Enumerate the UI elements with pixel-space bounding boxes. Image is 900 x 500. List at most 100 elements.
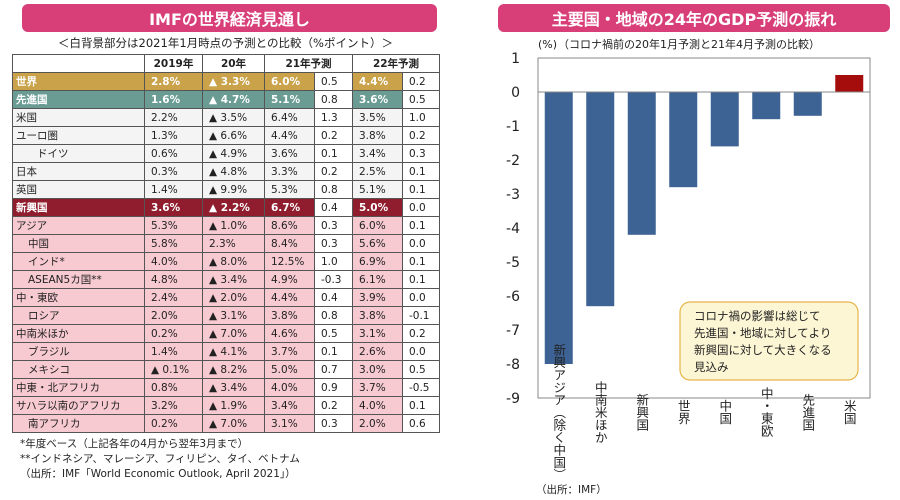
table-row: 中東・北アフリカ 0.8% ▲ 3.4% 4.0% 0.9 3.7% -0.5 bbox=[12, 378, 440, 397]
value-cell: ▲ 4.8% bbox=[202, 162, 265, 181]
value-cell: 0.1 bbox=[402, 396, 440, 415]
value-cell: 3.5% bbox=[352, 108, 403, 127]
x-category-label: 中南米ほか bbox=[593, 380, 608, 444]
region-name-cell: ブラジル bbox=[12, 342, 145, 361]
value-cell: ▲ 8.2% bbox=[202, 360, 265, 379]
table-header-row: 2019年 20年 21年予測 22年予測 bbox=[12, 54, 440, 73]
value-cell: ▲ 3.4% bbox=[202, 378, 265, 397]
value-cell: 1.4% bbox=[144, 342, 203, 361]
annotation-box bbox=[679, 301, 859, 381]
value-cell: 3.8% bbox=[352, 306, 403, 325]
value-cell: 4.9% bbox=[264, 270, 315, 289]
region-name-cell: インド* bbox=[12, 252, 145, 271]
table-row: ブラジル 1.4% ▲ 4.1% 3.7% 0.1 2.6% 0.0 bbox=[12, 342, 440, 361]
value-cell: 3.7% bbox=[264, 342, 315, 361]
value-cell: 5.0% bbox=[264, 360, 315, 379]
value-cell: 3.6% bbox=[352, 90, 403, 109]
value-cell: ▲ 3.5% bbox=[202, 108, 265, 127]
value-cell: 6.9% bbox=[352, 252, 403, 271]
bar bbox=[752, 92, 781, 120]
table-row: メキシコ ▲ 0.1% ▲ 8.2% 5.0% 0.7 3.0% 0.5 bbox=[12, 360, 440, 379]
value-cell: 3.2% bbox=[144, 396, 203, 415]
annotation-line: 新興国に対して大きくなる bbox=[694, 343, 832, 357]
table-row: サハラ以南のアフリカ 3.2% ▲ 1.9% 3.4% 0.2 4.0% 0.1 bbox=[12, 396, 440, 415]
value-cell: 0.4 bbox=[314, 198, 353, 217]
value-cell: 0.2 bbox=[314, 162, 353, 181]
bar bbox=[835, 75, 864, 92]
unit-label: (%) bbox=[538, 38, 557, 51]
region-name-cell: ユーロ圏 bbox=[12, 126, 145, 145]
region-name-cell: 中南米ほか bbox=[12, 324, 145, 343]
value-cell: 0.0 bbox=[402, 234, 440, 253]
value-cell: ▲ 2.2% bbox=[202, 198, 265, 217]
value-cell: 0.8% bbox=[144, 378, 203, 397]
y-tick-label: -6 bbox=[506, 289, 520, 305]
value-cell: 0.1 bbox=[402, 216, 440, 235]
region-name-cell: メキシコ bbox=[12, 360, 145, 379]
table-subtitle: ＜白背景部分は2021年1月時点の予測との比較（%ポイント）＞ bbox=[58, 36, 393, 50]
value-cell: 0.8 bbox=[314, 90, 353, 109]
plot-area: 1 0 -1 -2 -3 -4 -5 -6 -7 -8 -9 新興アジア（除く中国） 中南米ほか 新興国 世… bbox=[506, 51, 871, 481]
value-cell: 0.8 bbox=[314, 306, 353, 325]
region-name-cell: 中・東欧 bbox=[12, 288, 145, 307]
value-cell: 1.0 bbox=[314, 252, 353, 271]
value-cell: 0.5 bbox=[402, 90, 440, 109]
value-cell: 0.1 bbox=[402, 252, 440, 271]
table-row: ドイツ 0.6% ▲ 4.9% 3.6% 0.1 3.4% 0.3 bbox=[12, 144, 440, 163]
value-cell: 0.4 bbox=[314, 288, 353, 307]
y-tick-label: -2 bbox=[506, 153, 520, 169]
bar bbox=[710, 92, 739, 147]
region-name-cell: 先進国 bbox=[12, 90, 145, 109]
value-cell: 5.1% bbox=[264, 90, 315, 109]
region-name-cell: 中国 bbox=[12, 234, 145, 253]
value-cell: 0.2 bbox=[402, 126, 440, 145]
region-name-cell: 世界 bbox=[12, 72, 145, 91]
note-line: **インドネシア、マレーシア、フィリピン、タイ、ベトナム bbox=[20, 453, 300, 465]
value-cell: 0.2 bbox=[314, 396, 353, 415]
value-cell: 0.5 bbox=[402, 360, 440, 379]
value-cell: -0.5 bbox=[402, 378, 440, 397]
value-cell: 0.2% bbox=[144, 414, 203, 433]
note-line: （出所：IMF「World Economic Outlook, April 20… bbox=[20, 468, 296, 480]
table-row: 英国 1.4% ▲ 9.9% 5.3% 0.8 5.1% 0.1 bbox=[12, 180, 440, 199]
annotation-line: コロナ禍の影響は総じて bbox=[694, 309, 821, 323]
table-row: 南アフリカ 0.2% ▲ 7.0% 3.1% 0.3 2.0% 0.6 bbox=[12, 414, 440, 433]
source-label: （出所：IMF） bbox=[536, 483, 607, 496]
header-cell: 20年 bbox=[202, 54, 265, 73]
note-line: *年度ベース（上記各年の4月から翌年3月まで） bbox=[20, 438, 249, 450]
table-row: 中国 5.8% 2.3% 8.4% 0.3 5.6% 0.0 bbox=[12, 234, 440, 253]
value-cell: 6.4% bbox=[264, 108, 315, 127]
value-cell: 5.6% bbox=[352, 234, 403, 253]
region-name-cell: 日本 bbox=[12, 162, 145, 181]
value-cell: ▲ 4.7% bbox=[202, 90, 265, 109]
value-cell: 0.2 bbox=[402, 324, 440, 343]
header-cell bbox=[12, 54, 145, 73]
value-cell: ▲ 1.0% bbox=[202, 216, 265, 235]
chart-title: 主要国・地域の24年のGDP予測の振れ bbox=[498, 4, 890, 32]
value-cell: 0.0 bbox=[402, 288, 440, 307]
header-cell: 2019年 bbox=[144, 54, 203, 73]
value-cell: 1.0 bbox=[402, 108, 440, 127]
y-tick-label: -3 bbox=[506, 187, 520, 203]
table-row: インド* 4.0% ▲ 8.0% 12.5% 1.0 6.9% 0.1 bbox=[12, 252, 440, 271]
table-row: ユーロ圏 1.3% ▲ 6.6% 4.4% 0.2 3.8% 0.2 bbox=[12, 126, 440, 145]
chart-subtitle: （コロナ禍前の20年1月予測と21年4月予測の比較） bbox=[558, 37, 820, 51]
table-row: 中南米ほか 0.2% ▲ 7.0% 4.6% 0.5 3.1% 0.2 bbox=[12, 324, 440, 343]
value-cell: 8.6% bbox=[264, 216, 315, 235]
bar bbox=[586, 92, 615, 307]
y-tick-label: -4 bbox=[506, 221, 520, 237]
value-cell: 4.4% bbox=[264, 288, 315, 307]
value-cell: 0.1 bbox=[314, 144, 353, 163]
table-row: 先進国 1.6% ▲ 4.7% 5.1% 0.8 3.6% 0.5 bbox=[12, 90, 440, 109]
value-cell: 0.1 bbox=[402, 162, 440, 181]
value-cell: ▲ 3.4% bbox=[202, 270, 265, 289]
value-cell: 0.3 bbox=[314, 414, 353, 433]
y-tick-label: -1 bbox=[506, 119, 520, 135]
value-cell: 3.8% bbox=[352, 126, 403, 145]
value-cell: 0.2 bbox=[402, 72, 440, 91]
value-cell: 3.4% bbox=[264, 396, 315, 415]
value-cell: 0.9 bbox=[314, 378, 353, 397]
value-cell: 4.0% bbox=[144, 252, 203, 271]
value-cell: 4.4% bbox=[352, 72, 403, 91]
table-body: 世界 2.8% ▲ 3.3% 6.0% 0.5 4.4% 0.2 先進国 1.6% ▲ 4.7% 5… bbox=[12, 72, 440, 433]
